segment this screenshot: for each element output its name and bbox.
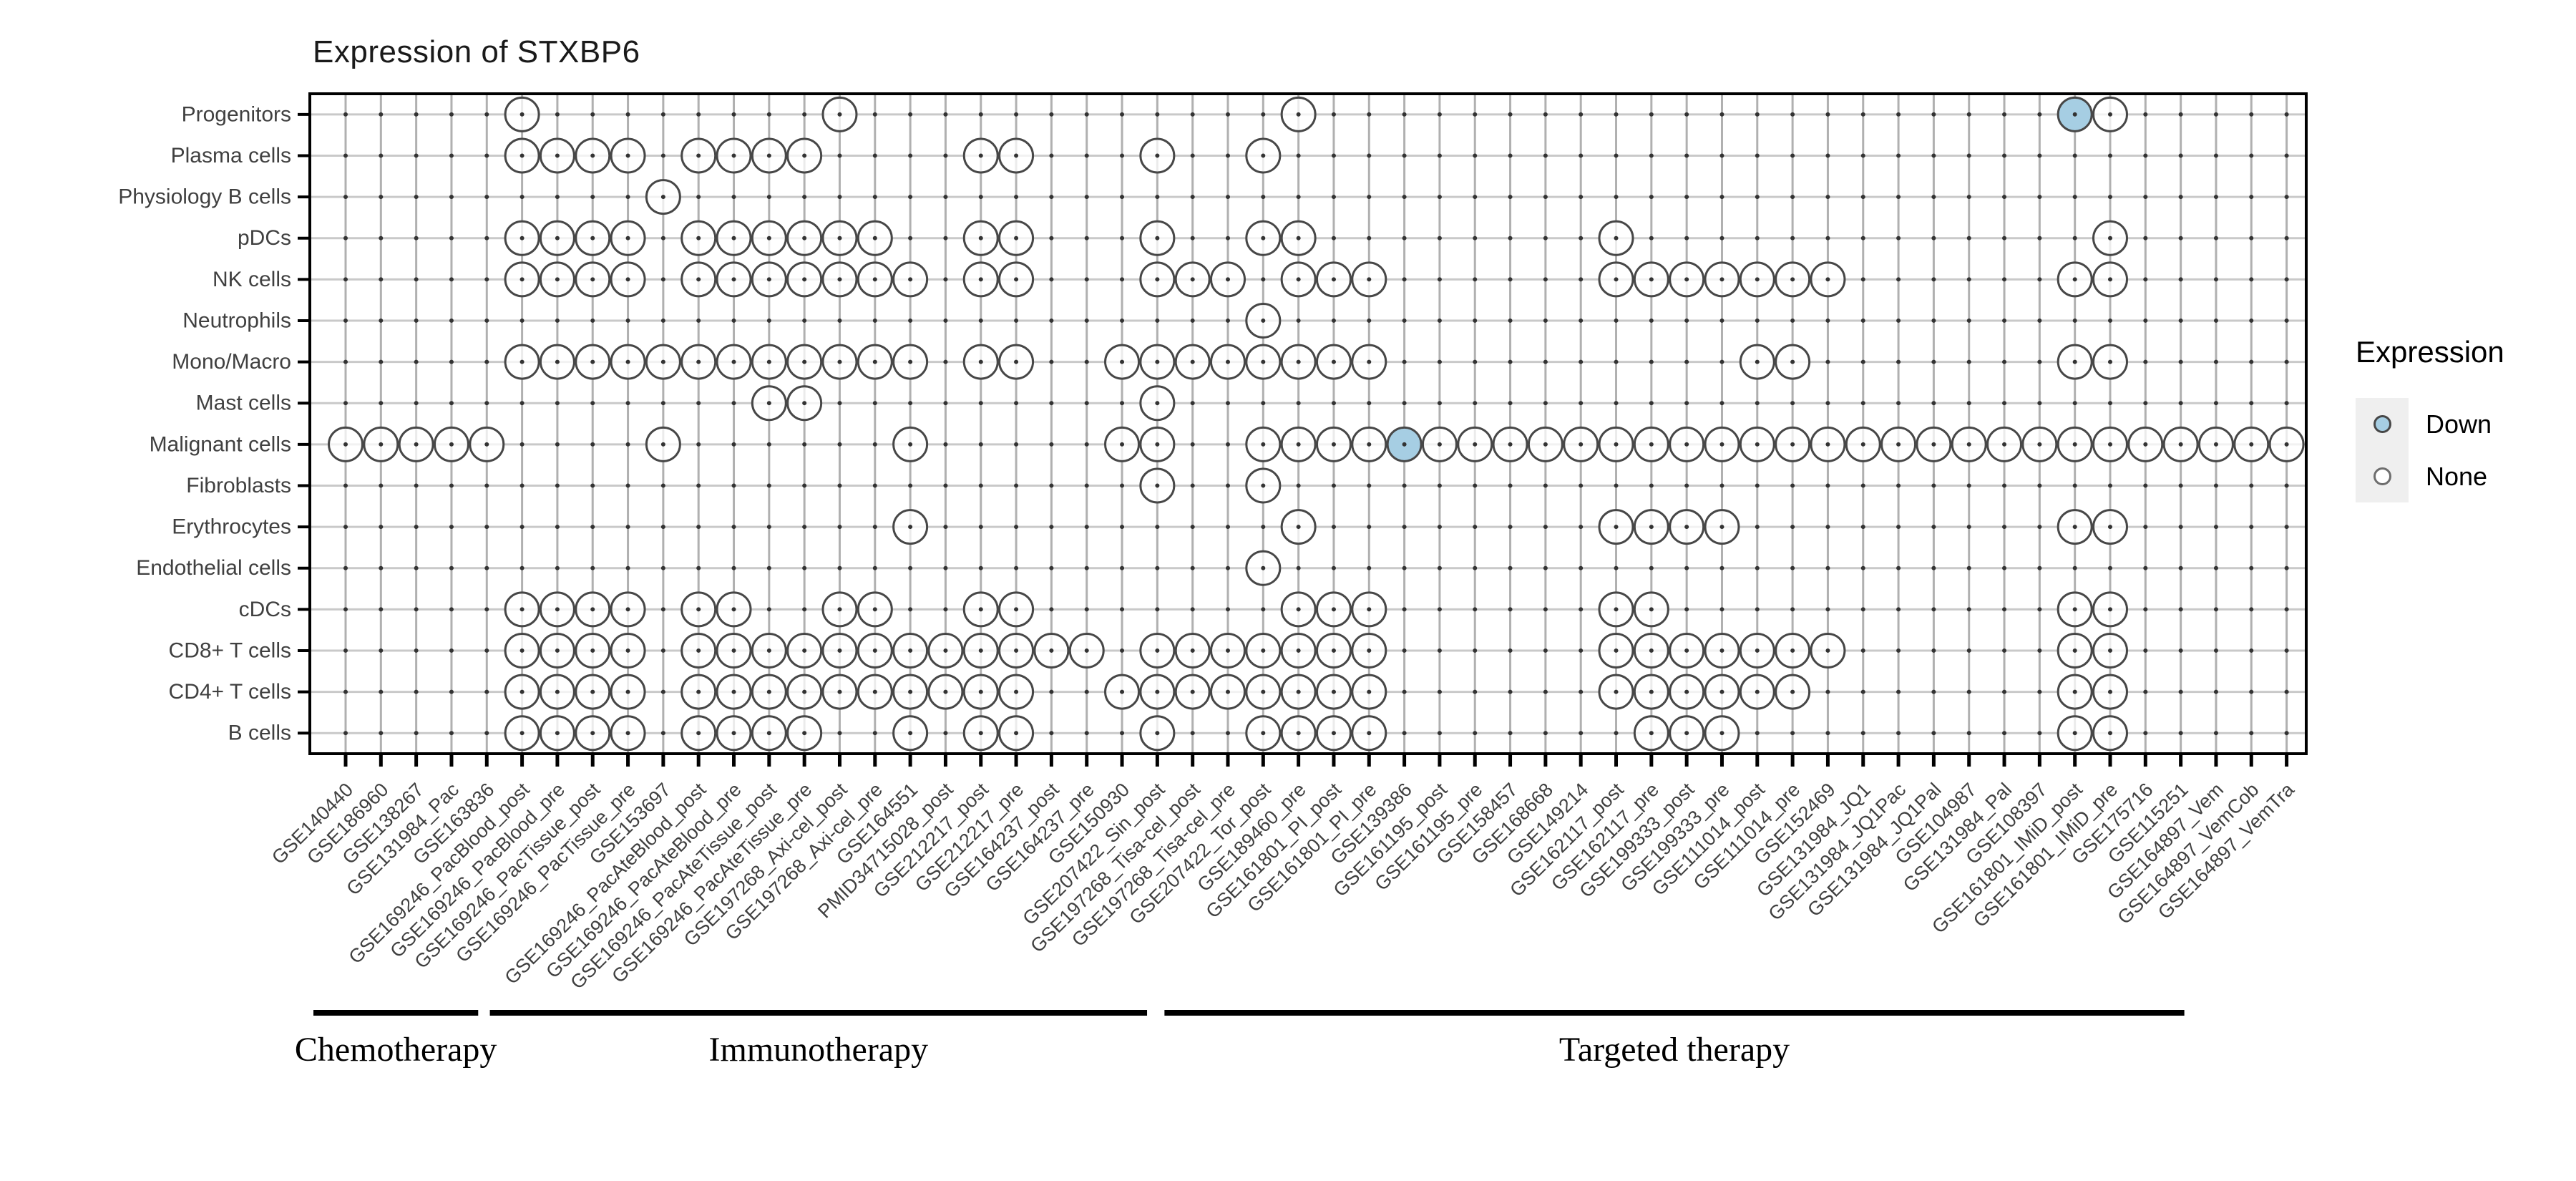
- y-axis-label: Physiology B cells: [118, 185, 291, 209]
- y-axis-label: Progenitors: [182, 102, 291, 126]
- legend-key-background: [2356, 450, 2409, 502]
- therapy-groups: Chemotherapy Immunotherapy Targeted therap…: [295, 1010, 2185, 1069]
- y-axis-label: Endothelial cells: [136, 556, 291, 580]
- y-axis: Progenitors Plasma cells Physiology B cell…: [118, 102, 310, 745]
- y-axis-label: pDCs: [238, 226, 291, 250]
- legend-item-down: Down: [2356, 398, 2504, 450]
- y-axis-label: Mono/Macro: [172, 350, 291, 374]
- y-axis-label: Mast cells: [196, 392, 291, 415]
- y-axis-label: CD4+ T cells: [169, 680, 291, 704]
- legend-item-none: None: [2356, 450, 2504, 502]
- y-axis-label: NK cells: [213, 268, 291, 291]
- chart-title: Expression of STXBP6: [313, 34, 640, 69]
- y-axis-label: Plasma cells: [171, 144, 291, 167]
- none-circle-icon: [2373, 467, 2391, 485]
- legend: Expression Down None: [2356, 335, 2504, 502]
- grid-point-dots: [343, 112, 2289, 736]
- y-axis-label: Malignant cells: [150, 432, 291, 456]
- y-axis-label: Neutrophils: [182, 308, 291, 332]
- legend-label-none: None: [2426, 461, 2488, 491]
- y-axis-label: cDCs: [239, 598, 291, 621]
- legend-label-down: Down: [2426, 409, 2492, 439]
- group-label: Targeted therapy: [1559, 1031, 1790, 1069]
- plot-border: [308, 92, 2308, 755]
- group-label: Immunotherapy: [709, 1031, 929, 1069]
- group-label: Chemotherapy: [295, 1031, 497, 1069]
- y-axis-label: Fibroblasts: [186, 474, 291, 497]
- y-axis-label: Erythrocytes: [172, 515, 291, 539]
- y-axis-label: CD8+ T cells: [169, 638, 291, 662]
- legend-title: Expression: [2356, 335, 2504, 369]
- legend-key-background: [2356, 398, 2409, 450]
- down-circle-icon: [2373, 415, 2391, 433]
- x-axis: GSE140440GSE186960GSE138267GSE131984_Pac…: [268, 754, 2299, 993]
- y-axis-label: B cells: [228, 721, 291, 745]
